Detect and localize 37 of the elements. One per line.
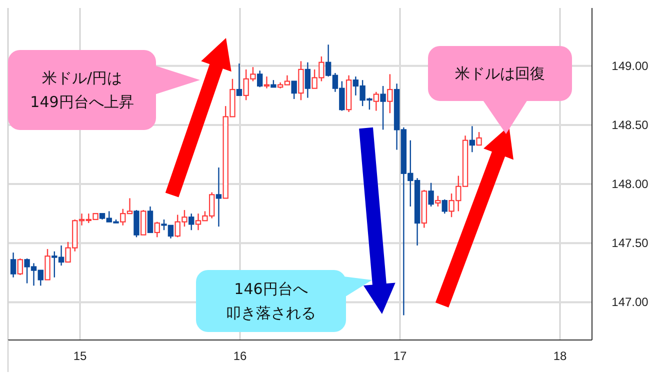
x-tick-label: 17 [393,349,407,363]
candlestick [236,62,242,96]
y-tick-label: 149.00 [612,58,649,73]
candlestick [134,209,140,238]
candlestick [44,248,50,280]
annotation: 146円台へ [234,280,308,298]
candlestick [264,76,270,89]
candlestick [304,62,311,98]
x-tick-label: 16 [233,349,247,363]
annotation: 米ドル/円は [42,69,122,87]
annotation: 叩き落される [226,304,316,322]
y-tick-label: 147.00 [612,295,649,310]
candlestick [256,70,263,88]
candlestick [154,221,160,238]
candlestick [435,195,441,208]
candlestick [291,80,297,100]
y-tick-label: 148.50 [612,118,649,132]
candlestick [380,85,386,130]
candlestick [298,60,304,101]
annotation: 149円台へ上昇 [30,93,134,111]
y-tick-label: 147.50 [612,236,649,250]
candlestick [387,74,393,114]
x-tick-label: 18 [553,349,567,363]
candlestick [373,91,380,112]
candlestick [476,131,482,146]
candlestick [140,209,146,236]
annotation: 米ドルは回復 [455,64,545,82]
candlestick [469,126,476,153]
candlestick [147,206,154,234]
candlestick [188,212,194,231]
y-tick-label: 148.00 [612,177,649,192]
candlestick [10,252,16,278]
candlestick [216,166,222,228]
candlestick [17,258,24,276]
candlestick [428,182,434,208]
candlestick [442,198,448,214]
x-tick-label: 15 [73,349,87,363]
